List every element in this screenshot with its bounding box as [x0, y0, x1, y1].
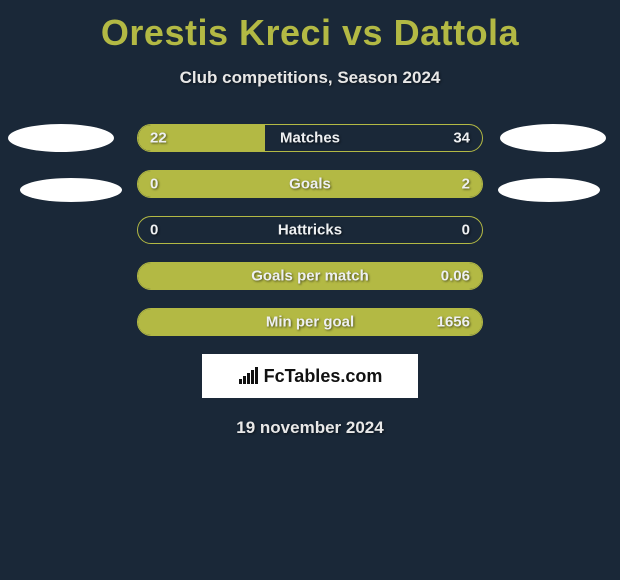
stat-label: Hattricks	[138, 222, 482, 239]
stat-row: 1656Min per goal	[137, 308, 483, 336]
page-title: Orestis Kreci vs Dattola	[0, 0, 620, 54]
stat-right-value: 1656	[437, 314, 470, 331]
stat-left-value: 0	[150, 176, 158, 193]
stat-right-value: 2	[462, 176, 470, 193]
stat-left-value: 22	[150, 130, 167, 147]
bar-fill	[138, 263, 482, 289]
source-box: FcTables.com	[202, 354, 418, 398]
avatar-right-2	[498, 178, 600, 202]
source-logo: FcTables.com	[238, 366, 383, 387]
avatar-right-1	[500, 124, 606, 152]
bar-fill	[138, 171, 482, 197]
stat-row: 0 0Hattricks	[137, 216, 483, 244]
avatar-left-2	[20, 178, 122, 202]
bars-icon	[238, 367, 260, 385]
date-line: 19 november 2024	[0, 418, 620, 438]
source-label: FcTables.com	[264, 366, 383, 387]
stats-bars: 2234Matches02Goals00Hattricks0.06Goals p…	[137, 124, 483, 336]
page-subtitle: Club competitions, Season 2024	[0, 68, 620, 88]
bar-fill	[138, 309, 482, 335]
stat-right-value: 34	[453, 130, 470, 147]
stat-left-value: 0	[150, 222, 158, 239]
stat-row: 2234Matches	[137, 124, 483, 152]
stat-right-value: 0	[462, 222, 470, 239]
stat-row: 02Goals	[137, 170, 483, 198]
stat-right-value: 0.06	[441, 268, 470, 285]
avatar-left-1	[8, 124, 114, 152]
stat-row: 0.06Goals per match	[137, 262, 483, 290]
